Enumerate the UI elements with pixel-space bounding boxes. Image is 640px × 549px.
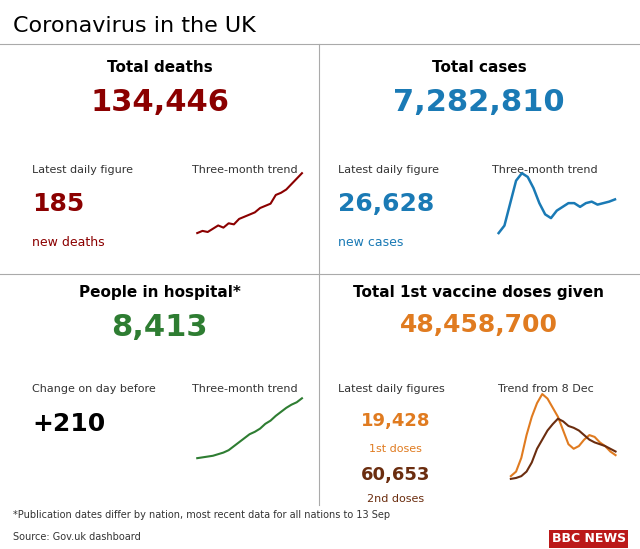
Text: 7,282,810: 7,282,810 [393, 88, 564, 117]
Text: Change on day before: Change on day before [32, 384, 156, 394]
Text: 134,446: 134,446 [90, 88, 229, 117]
Text: Coronavirus in the UK: Coronavirus in the UK [13, 16, 255, 36]
Text: 1st doses: 1st doses [369, 445, 422, 455]
Text: Total deaths: Total deaths [107, 60, 212, 75]
Text: BBC NEWS: BBC NEWS [552, 532, 626, 545]
Text: Latest daily figure: Latest daily figure [32, 165, 133, 175]
Text: Total 1st vaccine doses given: Total 1st vaccine doses given [353, 285, 604, 300]
Text: 19,428: 19,428 [361, 412, 431, 429]
Text: Latest daily figures: Latest daily figures [339, 384, 445, 394]
Text: new deaths: new deaths [32, 236, 104, 249]
Text: 8,413: 8,413 [111, 313, 208, 341]
Text: Latest daily figure: Latest daily figure [339, 165, 440, 175]
Text: 2nd doses: 2nd doses [367, 494, 424, 504]
Text: 48,458,700: 48,458,700 [400, 313, 558, 337]
Text: Three-month trend: Three-month trend [492, 165, 597, 175]
Text: People in hospital*: People in hospital* [79, 285, 241, 300]
Text: +210: +210 [32, 412, 105, 435]
Text: Total cases: Total cases [431, 60, 526, 75]
Text: new cases: new cases [339, 236, 404, 249]
Text: *Publication dates differ by nation, most recent data for all nations to 13 Sep: *Publication dates differ by nation, mos… [13, 510, 390, 520]
Text: 185: 185 [32, 192, 84, 216]
Text: Three-month trend: Three-month trend [191, 165, 297, 175]
Text: Source: Gov.uk dashboard: Source: Gov.uk dashboard [13, 532, 141, 542]
Text: Three-month trend: Three-month trend [191, 384, 297, 394]
Text: 60,653: 60,653 [361, 467, 431, 484]
Text: Trend from 8 Dec: Trend from 8 Dec [498, 384, 594, 394]
Text: 26,628: 26,628 [339, 192, 435, 216]
